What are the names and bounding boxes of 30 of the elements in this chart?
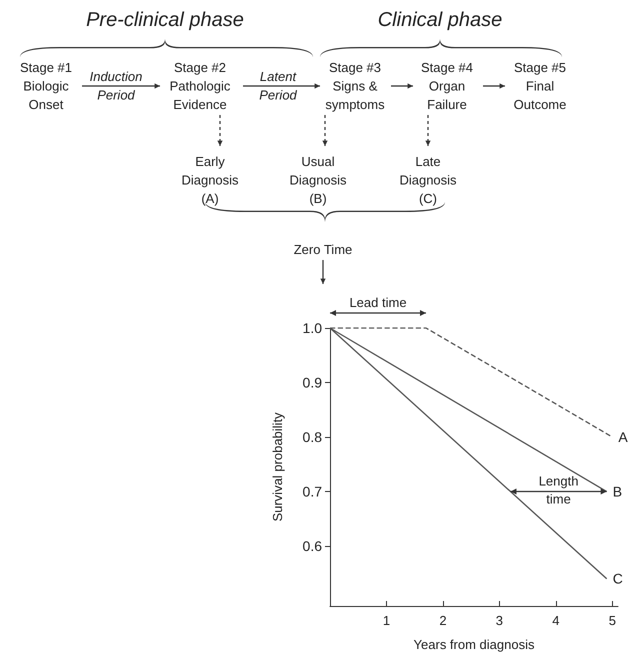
y-tick-label: 0.8: [302, 429, 322, 446]
text: Lead time: [349, 295, 407, 310]
x-tick-label: 3: [496, 613, 504, 628]
text: Stage #4 Organ Failure: [420, 60, 474, 112]
y-tick-label: 0.7: [302, 484, 322, 500]
series-label: B: [612, 484, 622, 500]
text: Stage #1 Biologic Onset: [20, 60, 72, 112]
text: Pre-clinical phase: [86, 9, 244, 31]
text: Usual Diagnosis (B): [289, 154, 348, 206]
text: Induction Period: [90, 69, 142, 102]
series-label: C: [612, 570, 623, 587]
text: Early Diagnosis (A): [181, 154, 240, 206]
series-label: A: [618, 429, 628, 446]
text: Stage #3 Signs & symptoms: [325, 60, 386, 112]
annotation: Length time: [538, 474, 578, 507]
text: Latent Period: [259, 69, 298, 102]
text: Late Diagnosis (C): [399, 154, 458, 206]
y-tick-label: 1.0: [302, 320, 322, 336]
text: Zero Time: [294, 242, 352, 257]
x-tick-label: 5: [608, 613, 616, 628]
text: Stage #2 Pathologic Evidence: [170, 60, 231, 112]
text: Clinical phase: [378, 9, 502, 31]
x-tick-label: 2: [439, 613, 447, 628]
x-tick-label: 4: [552, 613, 560, 628]
text: Stage #5 Final Outcome: [514, 60, 566, 112]
y-tick-label: 0.6: [302, 538, 322, 554]
y-axis-title: Survival probability: [270, 412, 285, 522]
x-axis-title: Years from diagnosis: [414, 637, 535, 652]
y-tick-label: 0.9: [302, 374, 322, 391]
x-tick-label: 1: [382, 613, 390, 628]
